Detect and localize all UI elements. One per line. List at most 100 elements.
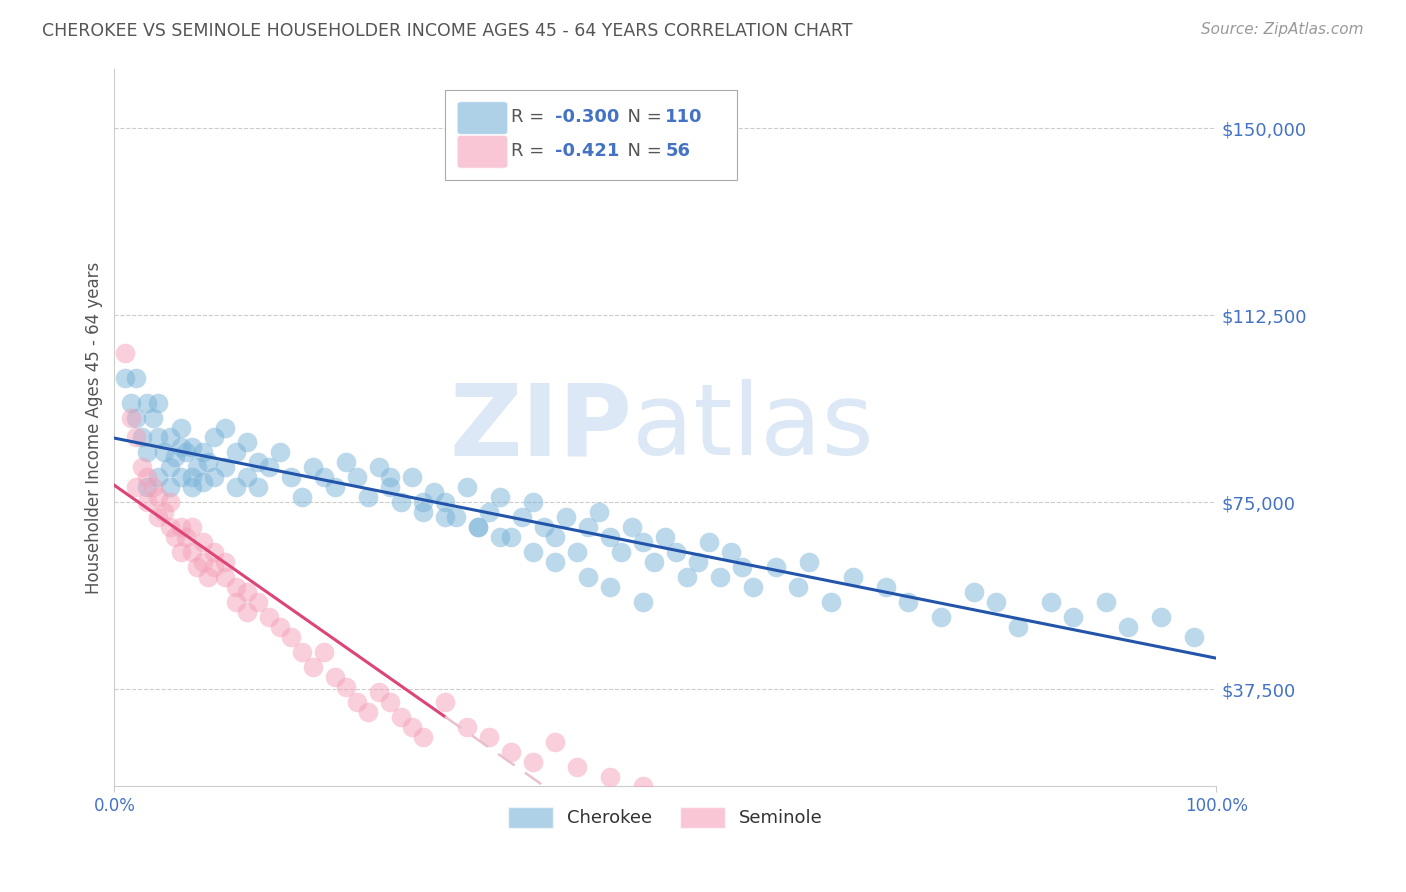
Point	[136, 495, 159, 509]
Point	[197, 570, 219, 584]
Point	[820, 595, 842, 609]
Point	[357, 491, 380, 505]
Point	[522, 755, 544, 769]
Point	[120, 410, 142, 425]
Point	[467, 520, 489, 534]
Point	[367, 685, 389, 699]
Point	[423, 485, 446, 500]
Point	[153, 445, 176, 459]
Point	[136, 480, 159, 494]
Point	[136, 445, 159, 459]
Point	[633, 595, 655, 609]
Point	[148, 491, 170, 505]
Text: 56: 56	[665, 142, 690, 160]
Text: R =: R =	[512, 142, 550, 160]
Point	[544, 530, 567, 544]
Point	[841, 570, 863, 584]
Point	[533, 520, 555, 534]
Point	[153, 505, 176, 519]
Point	[1095, 595, 1118, 609]
Point	[202, 545, 225, 559]
Point	[280, 470, 302, 484]
Point	[159, 520, 181, 534]
Point	[125, 430, 148, 444]
Point	[378, 480, 401, 494]
Text: R =: R =	[512, 108, 550, 127]
Point	[456, 720, 478, 734]
Text: CHEROKEE VS SEMINOLE HOUSEHOLDER INCOME AGES 45 - 64 YEARS CORRELATION CHART: CHEROKEE VS SEMINOLE HOUSEHOLDER INCOME …	[42, 22, 852, 40]
Point	[489, 491, 512, 505]
Point	[621, 520, 644, 534]
Point	[114, 345, 136, 359]
Legend: Cherokee, Seminole: Cherokee, Seminole	[501, 799, 830, 835]
Point	[633, 535, 655, 549]
Point	[225, 595, 247, 609]
Point	[335, 455, 357, 469]
Point	[214, 420, 236, 434]
Point	[269, 620, 291, 634]
Point	[169, 441, 191, 455]
Point	[522, 545, 544, 559]
Point	[576, 570, 599, 584]
Text: N =: N =	[616, 108, 668, 127]
Point	[301, 660, 323, 674]
Point	[191, 445, 214, 459]
Point	[159, 495, 181, 509]
Point	[214, 555, 236, 569]
Point	[246, 455, 269, 469]
Point	[235, 585, 257, 599]
Point	[1116, 620, 1139, 634]
Point	[412, 505, 434, 519]
Point	[202, 560, 225, 574]
Point	[174, 530, 197, 544]
Point	[478, 730, 501, 744]
Point	[202, 470, 225, 484]
Point	[180, 441, 202, 455]
Point	[786, 580, 808, 594]
Point	[136, 395, 159, 409]
Point	[433, 695, 456, 709]
Point	[676, 570, 699, 584]
Point	[389, 495, 412, 509]
Point	[610, 545, 633, 559]
Point	[235, 605, 257, 619]
Point	[588, 505, 610, 519]
Point	[142, 410, 165, 425]
Point	[163, 450, 186, 465]
Point	[186, 460, 208, 475]
Point	[731, 560, 754, 574]
Point	[191, 475, 214, 490]
Point	[567, 759, 589, 773]
Text: -0.421: -0.421	[555, 142, 620, 160]
Point	[148, 430, 170, 444]
Point	[180, 480, 202, 494]
Point	[346, 695, 368, 709]
Point	[159, 430, 181, 444]
Point	[257, 460, 280, 475]
Point	[875, 580, 897, 594]
Text: N =: N =	[616, 142, 668, 160]
Point	[214, 460, 236, 475]
Point	[544, 734, 567, 748]
Point	[169, 520, 191, 534]
Point	[478, 505, 501, 519]
Point	[456, 480, 478, 494]
Point	[897, 595, 920, 609]
Point	[576, 520, 599, 534]
Point	[401, 720, 423, 734]
Point	[367, 460, 389, 475]
Point	[169, 470, 191, 484]
Point	[963, 585, 986, 599]
Point	[378, 470, 401, 484]
Point	[665, 545, 688, 559]
Text: -0.300: -0.300	[555, 108, 620, 127]
Point	[654, 530, 676, 544]
Point	[114, 370, 136, 384]
Point	[489, 530, 512, 544]
Point	[433, 495, 456, 509]
Point	[412, 730, 434, 744]
Point	[142, 480, 165, 494]
Point	[1182, 630, 1205, 644]
Text: atlas: atlas	[633, 379, 875, 476]
Point	[544, 555, 567, 569]
